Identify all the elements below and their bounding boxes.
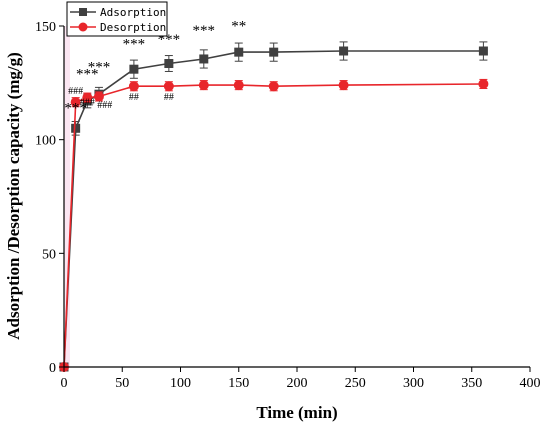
y-tick-label: 50 [42,247,56,262]
desorption-point [233,80,244,91]
x-ticks: 0 50 100 150 200 250 300 350 400 [61,367,541,391]
x-tick-label: 200 [287,376,308,391]
adsorption-line [63,50,484,368]
significance-marker: *** [76,66,99,82]
significance-marker: ** [231,19,246,35]
legend-box [66,1,168,37]
y-axis-title: Adsorption /Desorption capacity (mg/g) [4,52,23,340]
significance-annotations: ***###***###***###***##***##*** ** [64,19,246,117]
legend-desorption-marker [78,22,88,32]
significance-marker: *** [193,23,216,39]
legend-desorption-label: Desorption [100,21,166,34]
adsorption-point [71,123,81,133]
x-tick-label: 400 [520,376,541,391]
desorption-point [93,91,104,102]
adsorption-point [164,59,174,69]
legend: Adsorption Desorption [66,1,168,37]
desorption-point [478,78,489,89]
x-tick-label: 350 [461,376,482,391]
x-tick-label: 100 [170,376,191,391]
x-tick-label: 0 [61,376,68,391]
x-tick-label: 150 [228,376,249,391]
y-ticks: 0 50 100 150 [35,20,64,376]
significance-marker: ## [129,92,139,103]
significance-marker: ### [80,98,95,109]
y-tick-label: 150 [35,20,56,35]
adsorption-point [129,64,139,74]
desorption-point [163,81,174,92]
significance-marker: ## [164,92,174,103]
pink-shading [64,26,70,368]
x-tick-label: 300 [403,376,424,391]
x-tick-label: 50 [115,376,129,391]
x-tick-label: 250 [345,376,366,391]
desorption-series [59,78,489,372]
desorption-line [63,83,484,368]
adsorption-point [234,47,244,57]
adsorption-point [199,54,209,64]
desorption-point [198,80,209,91]
desorption-point [82,92,93,103]
desorption-point [338,80,349,91]
adsorption-point [269,47,279,57]
y-tick-label: 100 [35,134,56,149]
desorption-point [268,81,279,92]
significance-marker: *** [64,100,87,116]
x-axis-title: Time (min) [256,403,337,422]
plot-area [59,41,489,372]
significance-marker: ### [68,86,83,97]
significance-marker: *** [123,37,146,53]
y-tick-label: 0 [49,361,56,376]
legend-adsorption-marker [79,8,87,16]
desorption-point [128,81,139,92]
legend-adsorption-label: Adsorption [100,6,166,19]
desorption-point [70,97,81,108]
significance-marker: *** [88,59,111,75]
adsorption-point [339,46,349,56]
significance-marker: ### [97,100,112,111]
adsorption-point [478,46,488,56]
adsorption-series [59,41,488,372]
